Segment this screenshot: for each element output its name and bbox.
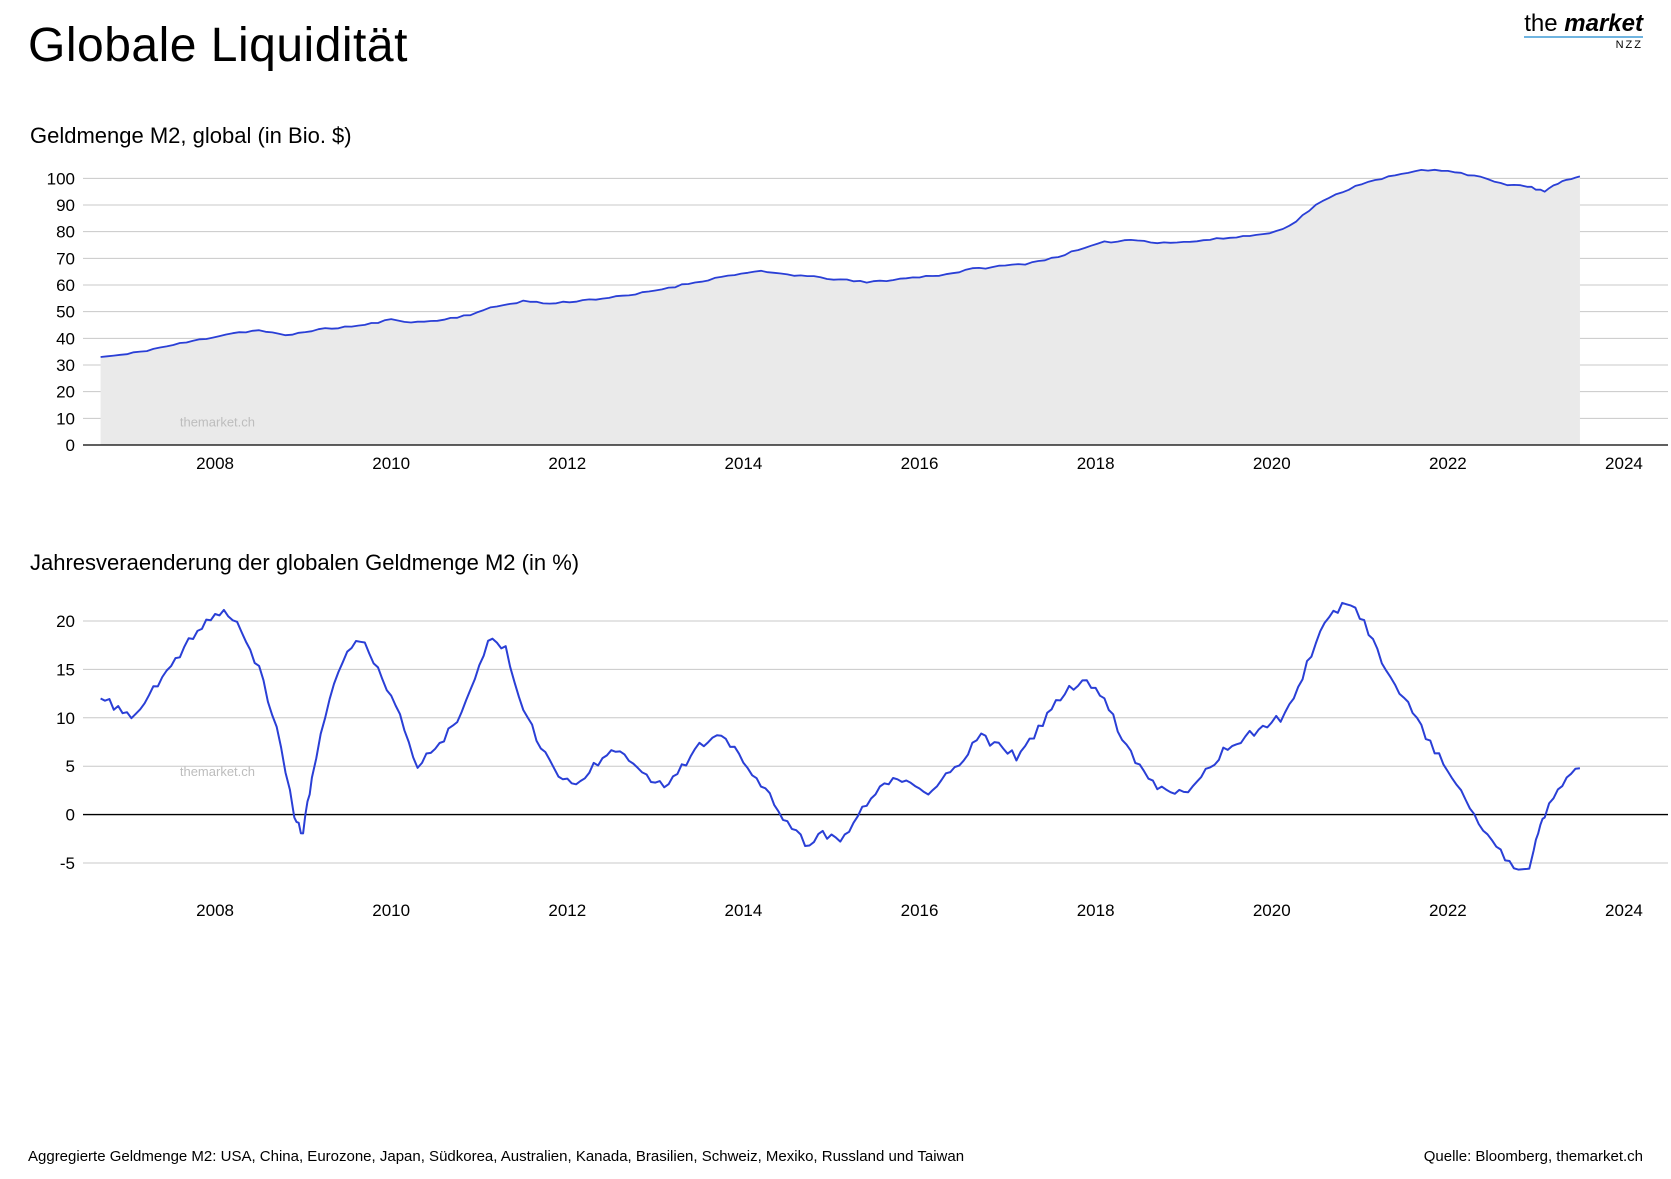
svg-text:2022: 2022: [1429, 454, 1467, 473]
svg-text:2010: 2010: [372, 454, 410, 473]
svg-text:2014: 2014: [725, 901, 763, 920]
svg-text:10: 10: [56, 709, 75, 728]
svg-text:15: 15: [56, 660, 75, 679]
chart2-title: Jahresveraenderung der globalen Geldmeng…: [30, 550, 1643, 576]
brand-logo: the market NZZ: [1524, 10, 1643, 51]
svg-text:themarket.ch: themarket.ch: [180, 414, 255, 429]
logo-the: the: [1524, 10, 1557, 37]
chart1-title: Geldmenge M2, global (in Bio. $): [30, 123, 1643, 149]
logo-market: market: [1564, 10, 1643, 37]
chart2-block: Jahresveraenderung der globalen Geldmeng…: [28, 550, 1643, 927]
svg-text:-5: -5: [60, 854, 75, 873]
svg-text:20: 20: [56, 383, 75, 402]
svg-text:90: 90: [56, 196, 75, 215]
svg-text:2014: 2014: [725, 454, 763, 473]
svg-text:2012: 2012: [548, 901, 586, 920]
svg-text:2008: 2008: [196, 454, 234, 473]
svg-text:2020: 2020: [1253, 454, 1291, 473]
svg-text:0: 0: [66, 806, 75, 825]
footnote-right: Quelle: Bloomberg, themarket.ch: [1424, 1148, 1643, 1165]
svg-text:2012: 2012: [548, 454, 586, 473]
svg-text:2010: 2010: [372, 901, 410, 920]
svg-text:5: 5: [66, 757, 75, 776]
svg-text:2016: 2016: [901, 454, 939, 473]
svg-text:2016: 2016: [901, 901, 939, 920]
svg-text:70: 70: [56, 249, 75, 268]
svg-text:80: 80: [56, 223, 75, 242]
svg-text:2018: 2018: [1077, 454, 1115, 473]
svg-text:2018: 2018: [1077, 901, 1115, 920]
svg-text:2024: 2024: [1605, 901, 1643, 920]
footnote-left: Aggregierte Geldmenge M2: USA, China, Eu…: [28, 1148, 964, 1165]
svg-text:themarket.ch: themarket.ch: [180, 764, 255, 779]
svg-text:2008: 2008: [196, 901, 234, 920]
page-title: Globale Liquidität: [28, 18, 1643, 73]
logo-subtext: NZZ: [1524, 39, 1643, 51]
svg-text:40: 40: [56, 329, 75, 348]
svg-text:20: 20: [56, 612, 75, 631]
svg-text:60: 60: [56, 276, 75, 295]
svg-text:10: 10: [56, 409, 75, 428]
svg-text:50: 50: [56, 303, 75, 322]
svg-text:30: 30: [56, 356, 75, 375]
svg-text:100: 100: [47, 169, 75, 188]
chart1-area-chart: 0 10 20 30 40 50 60 70 80 90 100 2008 2010 2012 2014 20…: [28, 155, 1671, 480]
svg-text:2024: 2024: [1605, 454, 1643, 473]
chart1-block: Geldmenge M2, global (in Bio. $) 0 10 20 30…: [28, 123, 1643, 480]
svg-text:0: 0: [66, 436, 75, 455]
svg-text:2022: 2022: [1429, 901, 1467, 920]
chart2-line-chart: -5 0 5 10 15 20 2008 2010 2012 2014 2016 2018 2020 20…: [28, 582, 1671, 927]
svg-text:2020: 2020: [1253, 901, 1291, 920]
